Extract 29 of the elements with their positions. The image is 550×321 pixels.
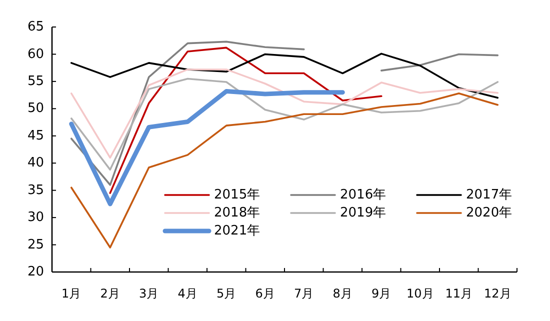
y-tick-label: 35: [27, 182, 44, 198]
y-tick-label: 30: [27, 210, 44, 226]
x-tick-label: 8月: [332, 286, 352, 300]
y-tick-label: 60: [27, 46, 44, 62]
x-tick-label: 12月: [484, 286, 512, 300]
y-tick-label: 45: [27, 128, 44, 144]
legend-label: 2018年: [214, 206, 260, 221]
x-tick-label: 7月: [294, 286, 314, 300]
legend-label: 2020年: [466, 206, 512, 221]
legend-label: 2015年: [214, 188, 260, 203]
x-tick-label: 10月: [406, 286, 434, 300]
y-tick-label: 20: [27, 264, 44, 280]
y-tick-label: 40: [27, 156, 44, 171]
x-tick-label: 11月: [445, 286, 473, 300]
x-tick-label: 6月: [255, 286, 275, 300]
x-tick-label: 1月: [62, 286, 82, 300]
legend-label: 2016年: [340, 188, 386, 203]
y-tick-label: 55: [27, 74, 44, 90]
legend-label: 2019年: [340, 206, 386, 221]
x-tick-label: 5月: [216, 286, 236, 300]
y-tick-label: 65: [27, 20, 44, 35]
y-tick-label: 50: [27, 101, 44, 116]
x-tick-label: 2月: [100, 286, 120, 300]
legend-label: 2017年: [466, 188, 512, 203]
y-tick-label: 25: [27, 237, 44, 252]
x-tick-label: 9月: [372, 286, 392, 300]
legend-label: 2021年: [214, 224, 260, 239]
x-tick-label: 4月: [178, 286, 198, 300]
x-tick-label: 3月: [139, 286, 159, 300]
